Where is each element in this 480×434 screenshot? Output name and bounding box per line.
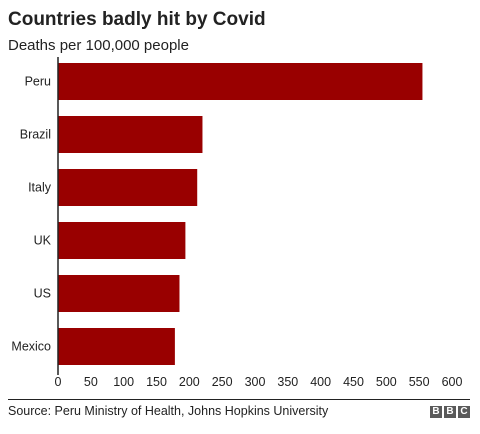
- x-tick-label-200: 200: [179, 375, 200, 389]
- category-label-peru: Peru: [25, 75, 51, 89]
- x-tick-label-350: 350: [277, 375, 298, 389]
- x-tick-label-600: 600: [442, 375, 463, 389]
- chart-title: Countries badly hit by Covid: [8, 9, 266, 30]
- x-tick-label-0: 0: [55, 375, 62, 389]
- chart-subtitle: Deaths per 100,000 people: [8, 37, 189, 54]
- bar-mexico: [58, 328, 175, 365]
- category-label-brazil: Brazil: [20, 128, 51, 142]
- bar-chart: Peru Brazil Italy UK US Mexico 0 50 100 150 200 250…: [11, 57, 463, 389]
- bbc-logo: B B C: [430, 406, 470, 418]
- category-label-mexico: Mexico: [11, 340, 51, 354]
- x-tick-label-50: 50: [84, 375, 98, 389]
- x-tick-label-400: 400: [310, 375, 331, 389]
- logo-letter-b2: B: [444, 406, 456, 418]
- bar-peru: [58, 63, 423, 100]
- x-tick-label-550: 550: [409, 375, 430, 389]
- bar-uk: [58, 222, 186, 259]
- bar-italy: [58, 169, 198, 206]
- logo-letter-b1: B: [430, 406, 442, 418]
- logo-letter-c: C: [458, 406, 470, 418]
- source-note: Source: Peru Ministry of Health, Johns H…: [8, 404, 329, 418]
- footer-divider: [8, 399, 470, 400]
- x-tick-label-100: 100: [113, 375, 134, 389]
- category-label-italy: Italy: [28, 181, 52, 195]
- bar-brazil: [58, 116, 203, 153]
- x-tick-label-500: 500: [376, 375, 397, 389]
- x-tick-label-300: 300: [245, 375, 266, 389]
- x-tick-label-450: 450: [343, 375, 364, 389]
- category-label-uk: UK: [34, 234, 52, 248]
- x-tick-label-250: 250: [212, 375, 233, 389]
- x-tick-label-150: 150: [146, 375, 167, 389]
- category-label-us: US: [34, 287, 51, 301]
- bar-us: [58, 275, 180, 312]
